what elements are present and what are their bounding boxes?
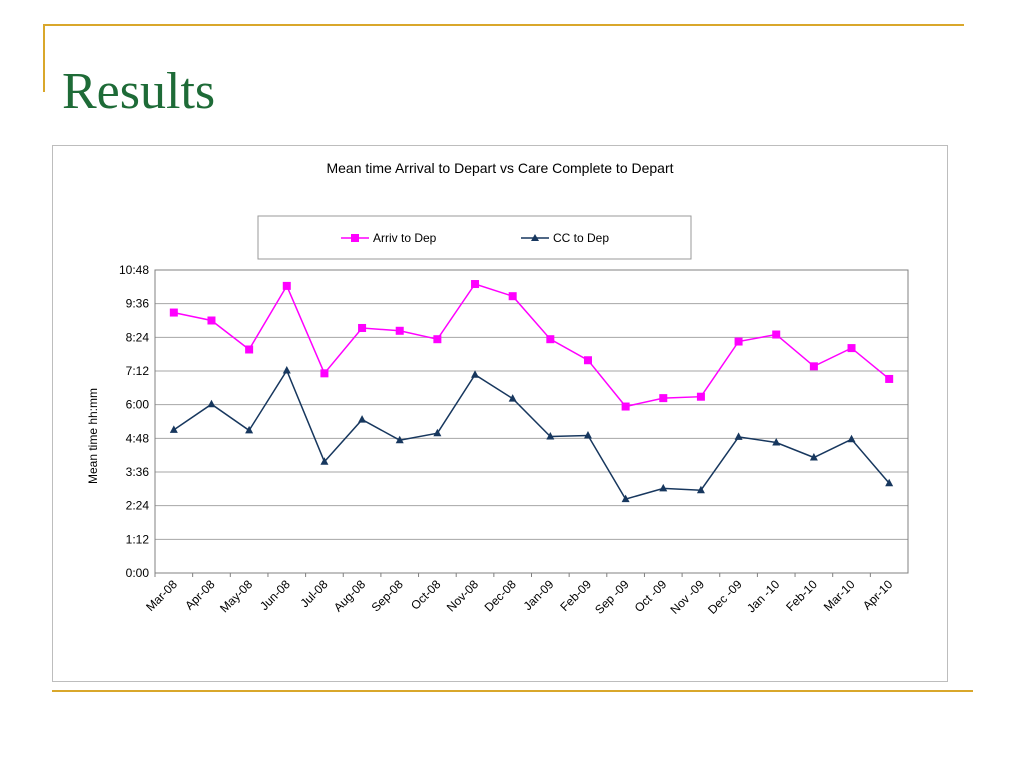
x-tick-label: Jan-09 — [521, 577, 557, 613]
legend-item-cc: CC to Dep — [521, 231, 609, 245]
accent-line-top — [43, 24, 964, 26]
data-point — [885, 478, 894, 487]
data-point — [169, 425, 178, 433]
data-point — [847, 434, 856, 443]
accent-line-bottom — [52, 690, 973, 692]
data-point — [395, 435, 404, 444]
data-point — [734, 432, 743, 440]
legend-marker-arriv — [351, 234, 359, 242]
x-tick-label: Aug-08 — [331, 577, 368, 614]
y-tick-label: 7:12 — [126, 364, 150, 378]
x-tick-label: Apr-08 — [182, 577, 218, 613]
data-point — [282, 281, 291, 290]
series-line-1 — [173, 283, 890, 408]
legend-box — [257, 215, 692, 260]
data-point — [471, 370, 480, 378]
data-point — [696, 392, 705, 401]
y-tick-label: 6:00 — [126, 398, 150, 412]
x-tick-label: Dec-08 — [482, 577, 519, 614]
x-tick-label: Nov -09 — [667, 577, 707, 617]
line-chart: Mean time Arrival to Depart vs Care Comp… — [86, 160, 909, 617]
y-tick-label: 1:12 — [126, 532, 150, 546]
x-tick-label: Oct -09 — [632, 577, 670, 615]
data-point — [471, 280, 480, 289]
y-tick-label: 0:00 — [126, 566, 150, 580]
x-tick-label: Apr-10 — [860, 577, 896, 613]
data-point — [320, 457, 329, 465]
x-tick-label: Dec -09 — [705, 577, 745, 617]
x-tick-label: Feb-09 — [557, 577, 594, 614]
data-point — [583, 431, 592, 439]
x-tick-label: Jun-08 — [257, 577, 293, 613]
x-tick-label: Sep -09 — [592, 577, 632, 617]
legend-label-cc: CC to Dep — [553, 231, 609, 245]
slide-title: Results — [62, 63, 216, 120]
data-point — [358, 415, 367, 423]
plot-area — [154, 269, 909, 574]
data-point — [546, 431, 555, 440]
y-tick-label: 3:36 — [126, 465, 150, 479]
data-point — [809, 453, 818, 461]
data-point — [169, 308, 178, 317]
data-point — [358, 323, 367, 332]
y-tick-label: 4:48 — [126, 431, 150, 445]
data-point — [508, 394, 517, 402]
data-point — [659, 483, 668, 492]
data-point — [659, 394, 668, 403]
x-tick-label: Mar-08 — [143, 577, 180, 614]
x-tick-label: Sep-08 — [369, 577, 406, 614]
y-tick-label: 9:36 — [126, 297, 150, 311]
axis-layer: 0:00 1:12 2:24 3:36 4:48 6:00 7:12 8:24 9:36 10:4… — [119, 263, 909, 617]
data-point — [245, 345, 254, 354]
data-point — [621, 494, 630, 503]
data-point — [696, 485, 705, 494]
data-point — [433, 428, 442, 437]
data-point — [772, 438, 781, 446]
x-tick-label: Jul-08 — [298, 577, 331, 610]
y-axis-title: Mean time hh:mm — [86, 388, 100, 484]
data-point — [320, 369, 329, 378]
series-layer — [169, 280, 894, 503]
series-line-2 — [173, 368, 890, 500]
x-tick-label: Mar-10 — [821, 577, 858, 614]
x-tick-label: Nov-08 — [444, 577, 481, 614]
legend-label-arriv: Arriv to Dep — [373, 231, 437, 245]
accent-line-vertical — [43, 24, 45, 92]
data-point — [734, 337, 743, 346]
chart-title: Mean time Arrival to Depart vs Care Comp… — [326, 160, 673, 176]
data-point — [508, 292, 517, 301]
y-tick-label: 2:24 — [126, 499, 150, 513]
data-point — [546, 335, 555, 344]
data-point — [433, 335, 442, 344]
data-point — [583, 356, 592, 365]
legend-marker-cc — [531, 234, 539, 241]
data-point — [772, 330, 781, 339]
x-tick-label: May-08 — [217, 577, 255, 615]
y-tick-label: 10:48 — [119, 263, 149, 277]
x-tick-label: Feb-10 — [783, 577, 820, 614]
data-point — [282, 366, 291, 374]
y-tick-label: 8:24 — [126, 330, 150, 344]
data-point — [207, 399, 216, 408]
data-point — [207, 316, 216, 325]
legend-item-arriv: Arriv to Dep — [341, 231, 437, 245]
chart-frame: Mean time Arrival to Depart vs Care Comp… — [52, 145, 948, 682]
data-point — [847, 344, 856, 353]
x-tick-label: Jan -10 — [744, 577, 782, 615]
data-point — [621, 402, 630, 411]
data-point — [245, 425, 254, 434]
x-tick-label: Oct-08 — [408, 577, 444, 613]
data-point — [885, 374, 894, 383]
grid-layer — [155, 269, 908, 574]
data-point — [809, 362, 818, 371]
data-point — [395, 326, 404, 335]
